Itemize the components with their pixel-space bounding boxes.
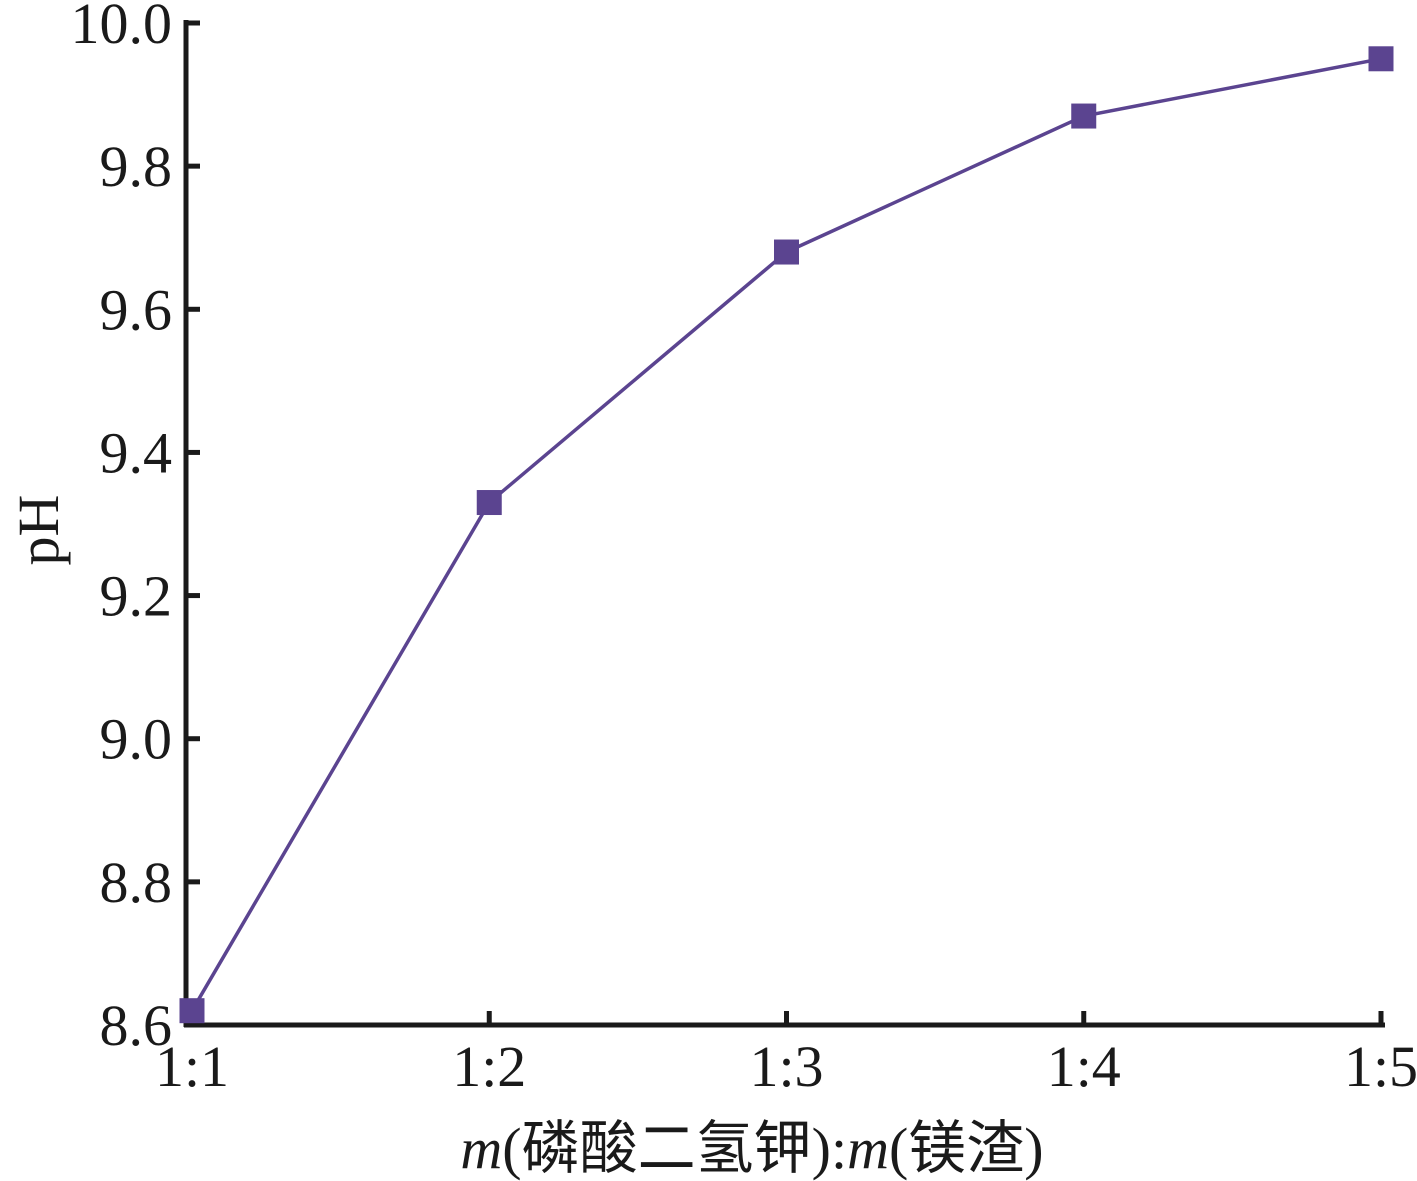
y-tick-label: 9.2 [100, 564, 173, 629]
axes [183, 20, 1385, 1028]
series-line [190, 57, 1382, 1012]
y-tick-label: 8.6 [100, 993, 173, 1058]
data-point-marker [476, 490, 502, 516]
y-tick-label: 9.0 [100, 707, 173, 772]
y-tick-label: 9.8 [100, 134, 173, 199]
y-tick-label: 8.8 [100, 850, 173, 915]
x-tick-label: 1:3 [749, 1034, 823, 1099]
y-tick-label: 9.4 [100, 420, 173, 485]
x-axis-title-text1: (磷酸二氢钾) [502, 1116, 831, 1181]
series [179, 46, 1394, 1024]
x-axis-title-text2: (镁渣) [889, 1116, 1044, 1181]
x-tick-label: 1:4 [1047, 1034, 1121, 1099]
x-axis-title-var2: m [847, 1116, 889, 1181]
y-axis-title: pH [6, 495, 71, 566]
x-ticks: 1:1 1:2 1:3 1:4 1:5 [155, 1011, 1417, 1099]
y-tick-label: 9.6 [100, 277, 173, 342]
x-tick-label: 1:2 [452, 1034, 526, 1099]
x-axis-title-sep: : [831, 1116, 847, 1181]
y-tick-label: 10.0 [71, 0, 173, 56]
data-point-marker [1368, 46, 1394, 72]
x-tick-label: 1:1 [155, 1034, 229, 1099]
x-axis-title-var1: m [460, 1116, 502, 1181]
data-point-marker [774, 239, 799, 265]
y-ticks: 8.6 8.8 9.0 9.2 9.4 9.6 9.8 10.0 [71, 0, 200, 1058]
data-point-marker [1071, 103, 1097, 129]
data-point-marker [179, 998, 205, 1024]
x-tick-label: 1:5 [1344, 1034, 1417, 1099]
x-axis-title: m(磷酸二氢钾):m(镁渣) [460, 1116, 1043, 1181]
